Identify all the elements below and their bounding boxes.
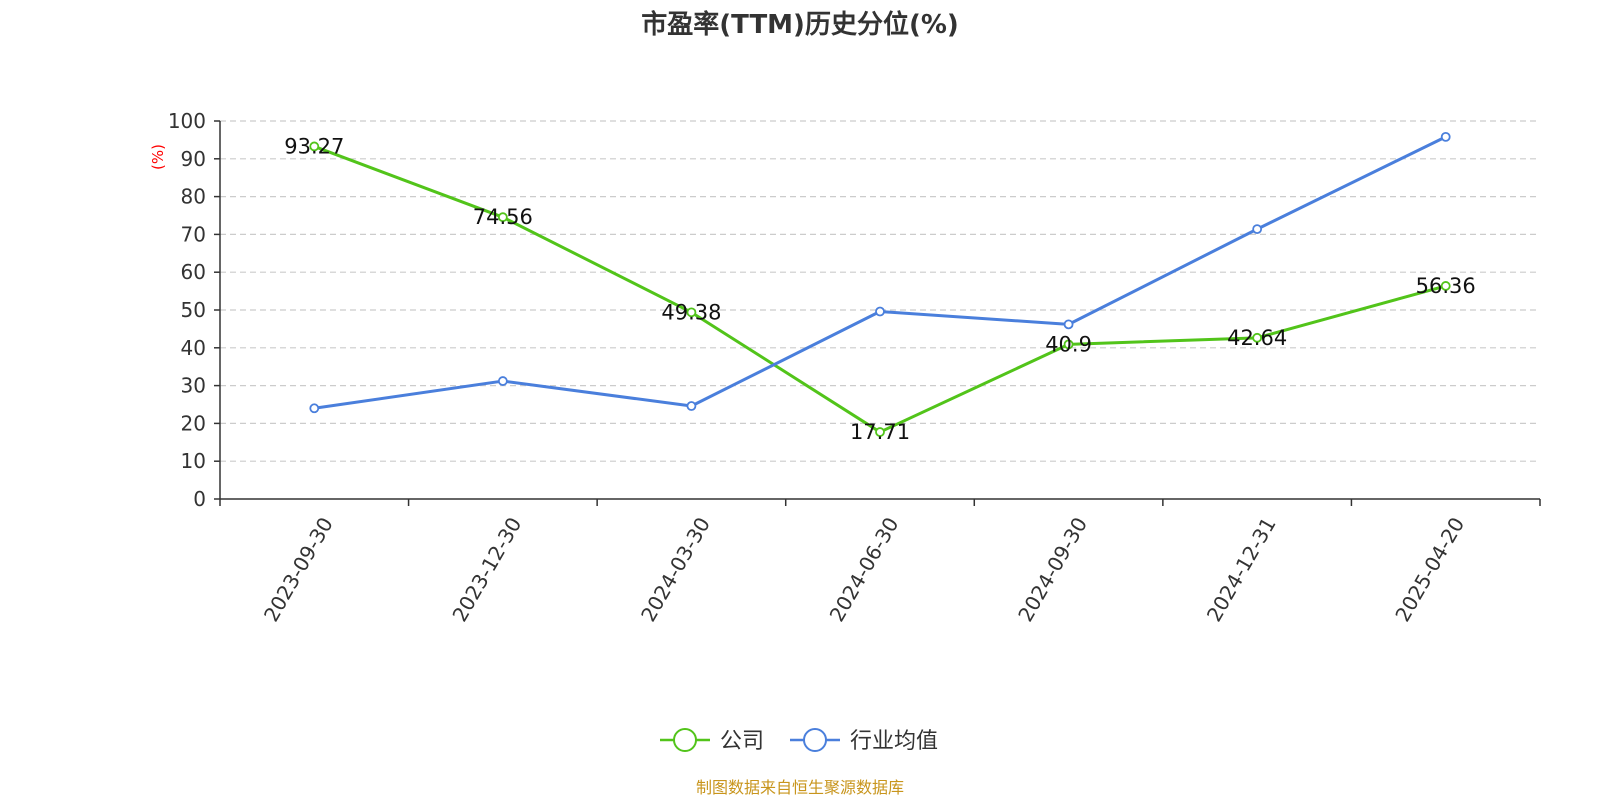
y-tick-label: 10	[181, 449, 206, 473]
x-tick-label: 2024-09-30	[1013, 513, 1092, 626]
y-tick-label: 100	[168, 109, 206, 133]
data-label-company: 17.71	[850, 420, 910, 444]
data-point-company[interactable]	[497, 212, 508, 223]
data-point-industry-average[interactable]	[1252, 224, 1263, 235]
data-point-company[interactable]	[1440, 281, 1451, 291]
data-label-company: 42.64	[1227, 326, 1287, 350]
data-point-company[interactable]	[875, 427, 885, 437]
data-point-company[interactable]	[1063, 339, 1074, 350]
y-axis-unit-label: (%)	[149, 144, 167, 170]
data-point-industry-average[interactable]	[1063, 319, 1074, 330]
data-point-company[interactable]	[309, 141, 320, 152]
data-point-industry-average[interactable]	[497, 376, 508, 386]
legend-item-company[interactable]: 公司	[660, 728, 764, 754]
x-tick-label: 2024-06-30	[825, 513, 904, 626]
series-line-company	[313, 145, 1447, 434]
data-point-industry-average[interactable]	[875, 306, 885, 317]
legend: 公司 行业均值	[660, 728, 938, 754]
data-label-company: 49.38	[661, 300, 721, 324]
data-label-company: 56.36	[1416, 274, 1476, 298]
legend-swatch-marker-industry-average	[803, 728, 827, 752]
grid-lines	[220, 120, 1540, 462]
axes: 0 10 20 30 40 50 60 70 80 90 100 2023-09-30 2023-12-…	[168, 109, 1541, 626]
y-tick-label: 30	[181, 374, 206, 398]
data-point-industry-average[interactable]	[686, 401, 697, 411]
y-tick-label: 80	[181, 185, 206, 209]
legend-label-industry-average: 行业均值	[850, 729, 938, 754]
x-tick-label: 2023-12-30	[447, 513, 526, 626]
data-point-industry-average[interactable]	[309, 403, 320, 414]
legend-item-industry-average[interactable]: 行业均值	[790, 728, 938, 754]
series-lines	[309, 131, 1451, 437]
chart-title: 市盈率(TTM)历史分位(%)	[641, 9, 959, 40]
data-label-company: 74.56	[473, 205, 533, 229]
y-tick-label: 60	[181, 260, 206, 284]
y-tick-label: 0	[193, 487, 206, 511]
x-tick-label: 2025-04-20	[1390, 513, 1469, 626]
legend-label-company: 公司	[720, 729, 764, 754]
y-tick-label: 40	[181, 336, 206, 360]
data-label-company: 93.27	[284, 134, 344, 158]
legend-swatch-marker-company	[673, 728, 697, 752]
data-point-company[interactable]	[686, 307, 697, 318]
data-source-note: 制图数据来自恒生聚源数据库	[696, 778, 904, 797]
x-tick-label: 2023-09-30	[259, 513, 338, 626]
y-tick-label: 50	[181, 298, 206, 322]
y-tick-label: 90	[181, 147, 206, 171]
x-tick-label: 2024-03-30	[636, 513, 715, 626]
data-point-industry-average[interactable]	[1440, 131, 1451, 142]
x-tick-label: 2024-12-31	[1202, 513, 1281, 626]
y-tick-label: 20	[181, 411, 206, 435]
data-labels: 93.27 74.56 49.38 17.71 40.9 42.64 56.36	[284, 134, 1476, 444]
data-label-company: 40.9	[1045, 332, 1092, 356]
data-point-company[interactable]	[1252, 332, 1263, 343]
y-tick-label: 70	[181, 222, 206, 246]
